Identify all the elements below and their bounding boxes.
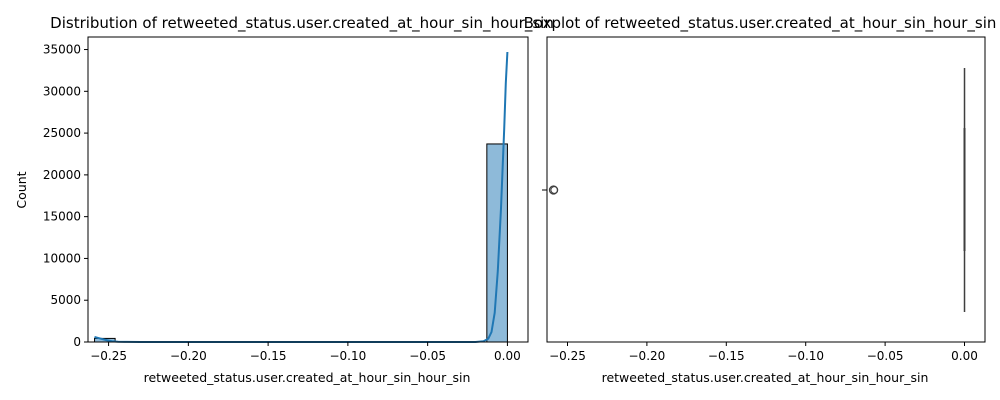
x-tick-label: 0.00	[494, 349, 521, 363]
histogram-axes-frame	[87, 36, 529, 343]
histogram-bars	[94, 143, 508, 343]
histogram-x-ticks: −0.25 −0.20 −0.15 −0.10 −0.05 0.00	[90, 342, 521, 363]
y-tick-label: 25000	[43, 126, 81, 140]
boxplot-x-axis-label: retweeted_status.user.created_at_hour_si…	[602, 370, 929, 385]
x-tick-label: −0.25	[90, 349, 127, 363]
boxplot-outlier	[550, 186, 559, 194]
x-tick-label: −0.15	[708, 349, 745, 363]
x-tick-label: −0.25	[549, 349, 586, 363]
y-tick-label: 5000	[50, 293, 81, 307]
histogram-x-axis-label: retweeted_status.user.created_at_hour_si…	[144, 370, 471, 385]
y-tick-label: 30000	[43, 84, 81, 98]
x-tick-label: −0.15	[250, 349, 287, 363]
y-tick-label: 20000	[43, 168, 81, 182]
y-tick-label: 35000	[43, 43, 81, 57]
boxplot-elements	[548, 68, 966, 312]
x-tick-label: −0.05	[409, 349, 446, 363]
histogram-y-axis-label: Count	[14, 171, 29, 208]
boxplot-panel: Boxplot of retweeted_status.user.created…	[524, 14, 997, 385]
x-tick-label: −0.05	[867, 349, 904, 363]
histogram-bar	[486, 143, 508, 343]
x-tick-label: −0.10	[329, 349, 366, 363]
x-tick-label: 0.00	[951, 349, 978, 363]
y-tick-label: 0	[73, 335, 81, 349]
boxplot-x-ticks: −0.25 −0.20 −0.15 −0.10 −0.05 0.00	[549, 342, 978, 363]
boxplot-title: Boxplot of retweeted_status.user.created…	[524, 14, 997, 33]
y-tick-label: 15000	[43, 210, 81, 224]
x-tick-label: −0.20	[170, 349, 207, 363]
kde-curve	[94, 51, 509, 343]
y-tick-label: 10000	[43, 251, 81, 265]
histogram-title: Distribution of retweeted_status.user.cr…	[50, 14, 554, 33]
boxplot-axes-frame	[546, 36, 986, 343]
histogram-y-ticks: 0 5000 10000 15000 20000 25000 30000 35000	[43, 43, 88, 349]
x-tick-label: −0.20	[629, 349, 666, 363]
x-tick-label: −0.10	[787, 349, 824, 363]
histogram-panel: Distribution of retweeted_status.user.cr…	[14, 14, 554, 385]
